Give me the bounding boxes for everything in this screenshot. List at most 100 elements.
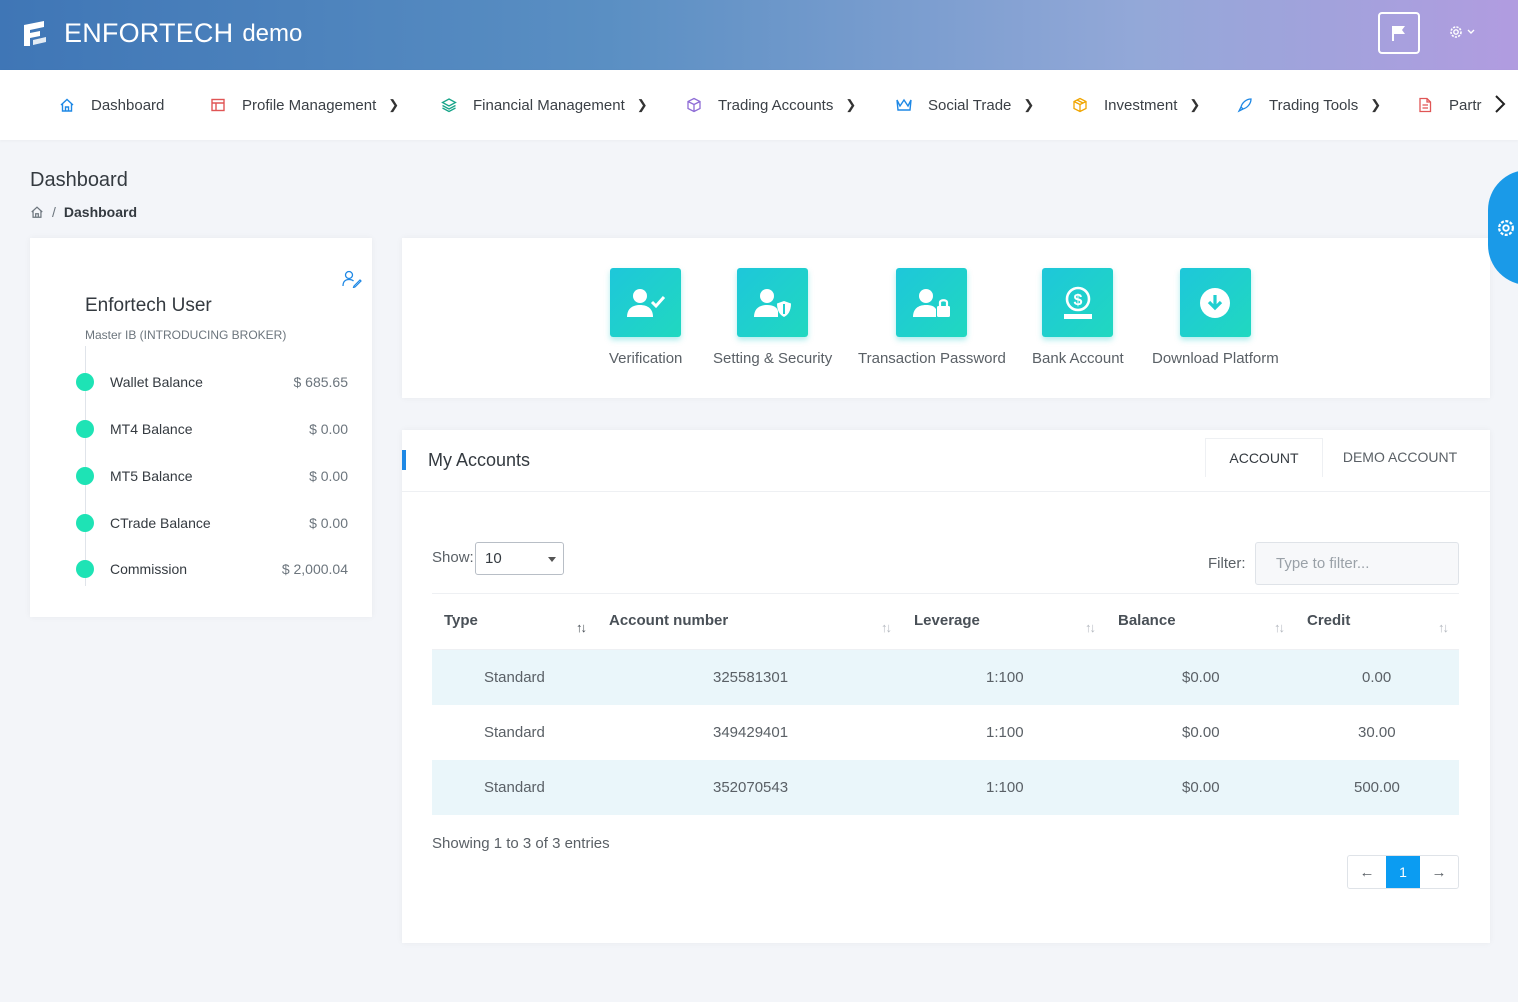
table-row[interactable]: Standard 349429401 1:100 $0.00 30.00 [432,705,1459,760]
user-role: Master IB (INTRODUCING BROKER) [85,328,287,342]
home-icon[interactable] [30,205,44,219]
chevron-right-icon: ❯ [388,97,400,112]
balance-label: CTrade Balance [110,515,211,531]
gear-icon[interactable] [1496,218,1516,238]
quick-link-setting-security[interactable]: Setting & Security [713,268,832,367]
document-icon [1416,96,1434,114]
nav-item-profile-management[interactable]: Profile Management ❯ [209,70,399,140]
nav-item-dashboard[interactable]: Dashboard [58,70,164,140]
column-header-leverage[interactable]: Leverage [914,612,980,629]
tile: $ [1042,268,1114,337]
sort-icon[interactable]: ↑↓ [881,620,892,635]
quick-link-label: Download Platform [1152,350,1279,367]
tab-demo-account[interactable]: DEMO ACCOUNT [1342,449,1458,465]
prev-page-button[interactable]: ← [1359,863,1375,881]
table-row[interactable]: Standard 325581301 1:100 $0.00 0.00 [432,650,1459,705]
column-header-type[interactable]: Type [444,612,478,629]
column-header-account-number[interactable]: Account number [609,612,729,629]
brand[interactable]: ENFORTECH demo [20,18,302,49]
next-page-button[interactable]: → [1431,863,1447,881]
edit-profile-icon[interactable] [342,270,362,288]
column-header-balance[interactable]: Balance [1118,612,1176,629]
cell-leverage: 1:100 [986,669,1024,686]
profile-card: Enfortech User Master IB (INTRODUCING BR… [30,238,372,617]
profile-icon [209,96,227,114]
column-header-credit[interactable]: Credit [1307,612,1351,629]
table-info: Showing 1 to 3 of 3 entries [432,835,610,852]
tile [610,268,682,337]
quick-link-transaction-password[interactable]: Transaction Password [858,268,1006,367]
cell-type: Standard [484,669,545,686]
nav-item-social-trade[interactable]: Social Trade ❯ [895,70,1034,140]
sort-icon[interactable]: ↑↓ [1438,620,1449,635]
brand-logo-icon [24,20,46,46]
nav-item-trading-tools[interactable]: Trading Tools ❯ [1236,70,1381,140]
cell-balance: $0.00 [1182,779,1220,796]
balance-label: MT4 Balance [110,421,193,437]
filter-input[interactable] [1255,542,1459,585]
balance-label: Commission [110,561,188,577]
nav-item-trading-accounts[interactable]: Trading Accounts ❯ [685,70,856,140]
sort-icon[interactable]: ↑↓ [576,620,587,635]
page-1-button[interactable]: 1 [1386,856,1420,888]
quick-link-bank-account[interactable]: $ Bank Account [1032,268,1124,367]
quick-link-label: Verification [609,350,683,367]
quick-link-verification[interactable]: Verification [609,268,682,367]
nav-label: Dashboard [91,96,165,114]
quick-link-download-platform[interactable]: Download Platform [1152,268,1279,367]
cell-balance: $0.00 [1182,724,1220,741]
balance-row-wallet: Wallet Balance $ 685.65 [76,371,348,393]
nav-scroll-right-button[interactable] [1494,94,1506,119]
cell-credit: 30.00 [1358,724,1396,741]
table-top-border [432,593,1459,594]
user-lock-icon [912,288,950,317]
cell-credit: 500.00 [1354,779,1400,796]
status-dot [76,420,94,438]
chevron-right-icon: ❯ [1023,97,1035,112]
table-header-border [432,649,1459,650]
top-header: ENFORTECH demo [0,0,1518,70]
tile [737,268,809,337]
page-size-select[interactable]: 10 [475,542,564,575]
balance-value: $ 0.00 [309,421,348,437]
pagination: ← 1 → [1347,855,1459,889]
table-row[interactable]: Standard 352070543 1:100 $0.00 500.00 [432,760,1459,815]
breadcrumb: / Dashboard [30,204,137,220]
nav-label: Investment [1104,96,1178,114]
cell-account-number: 352070543 [713,779,789,796]
nav-label: Partr [1449,96,1482,114]
settings-menu-button[interactable] [1448,24,1476,40]
balance-value: $ 0.00 [309,468,348,484]
tabs-divider [402,491,1490,492]
download-icon [1200,287,1231,318]
cell-account-number: 349429401 [713,724,789,741]
balance-value: $ 0.00 [309,515,348,531]
cell-type: Standard [484,724,545,741]
nav-item-investment[interactable]: Investment ❯ [1071,70,1200,140]
nav-item-financial-management[interactable]: Financial Management ❯ [440,70,648,140]
tab-account[interactable]: ACCOUNT [1205,438,1323,477]
gear-icon [1450,26,1462,38]
flag-icon [1392,26,1405,41]
dollar-hand-icon: $ [1063,286,1092,319]
cube-icon [685,96,703,114]
nav-label: Financial Management [473,96,625,114]
sort-icon[interactable]: ↑↓ [1274,620,1285,635]
chevron-right-icon: ❯ [1189,97,1201,112]
user-name: Enfortech User [85,295,212,316]
quick-link-label: Bank Account [1032,350,1124,367]
quick-link-label: Transaction Password [858,350,1006,367]
breadcrumb-current: Dashboard [63,204,138,220]
nav-item-partner[interactable]: Partr [1416,70,1482,140]
brand-name: ENFORTECH [64,18,234,48]
notifications-button[interactable] [1378,12,1420,54]
breadcrumb-separator: / [52,204,56,220]
show-label: Show: [432,549,474,566]
cell-account-number: 325581301 [713,669,789,686]
my-accounts-card: My Accounts ACCOUNT DEMO ACCOUNT Show: 1… [402,430,1490,943]
caret-down-icon [548,557,556,562]
brand-suffix: demo [242,19,303,47]
balance-row-mt5: MT5 Balance $ 0.00 [76,465,348,487]
balance-row-commission: Commission $ 2,000.04 [76,558,348,580]
sort-icon[interactable]: ↑↓ [1085,620,1096,635]
